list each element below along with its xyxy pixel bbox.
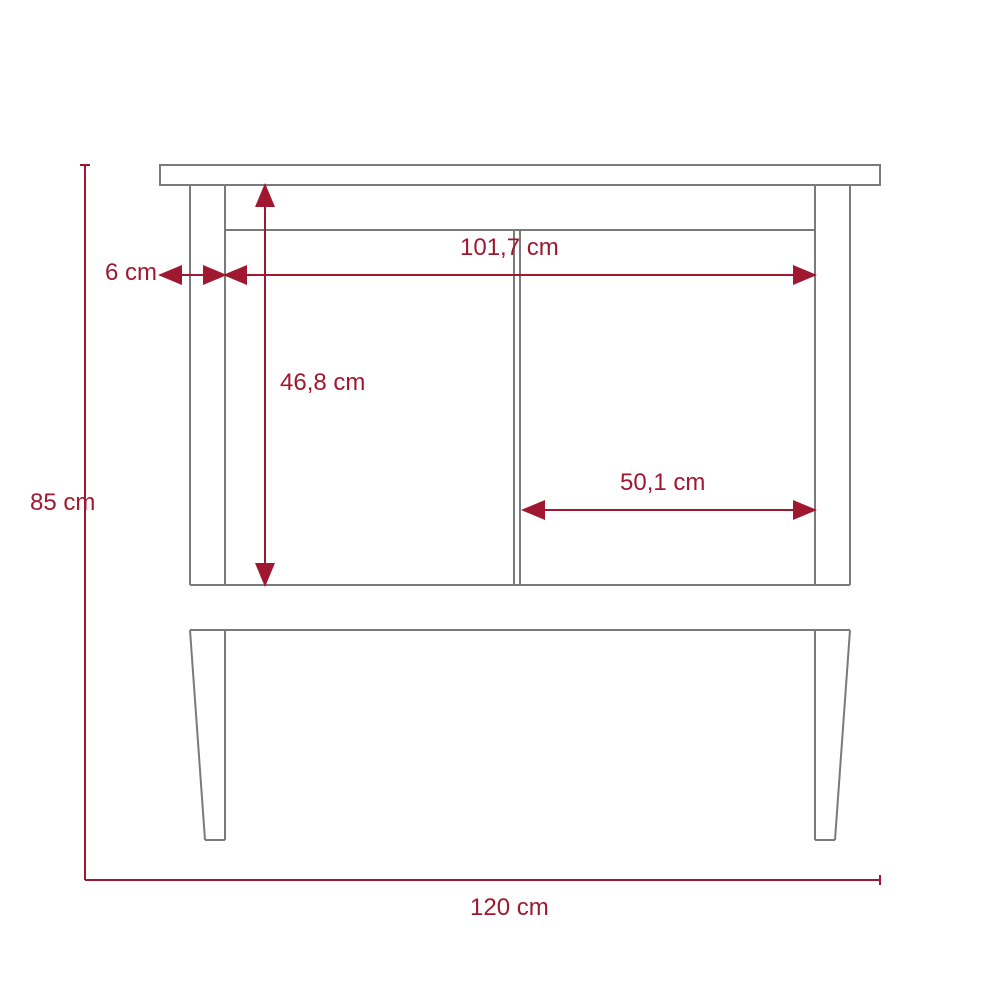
label-edge-offset: 6 cm <box>105 259 157 286</box>
dim-edge-offset: 6 cm <box>105 259 225 286</box>
label-half-width: 50,1 cm <box>620 469 705 496</box>
label-inner-height: 46,8 cm <box>280 369 365 396</box>
dim-inner-height: 46,8 cm <box>265 185 365 585</box>
dim-half-width: 50,1 cm <box>523 469 815 510</box>
label-overall-width: 120 cm <box>470 894 549 921</box>
label-overall-height: 85 cm <box>30 489 95 516</box>
furniture-outline <box>160 165 880 840</box>
dimension-diagram: 85 cm 120 cm 6 cm 101,7 cm 46,8 cm 50,1 … <box>0 0 1000 1000</box>
label-inner-width: 101,7 cm <box>460 234 559 261</box>
